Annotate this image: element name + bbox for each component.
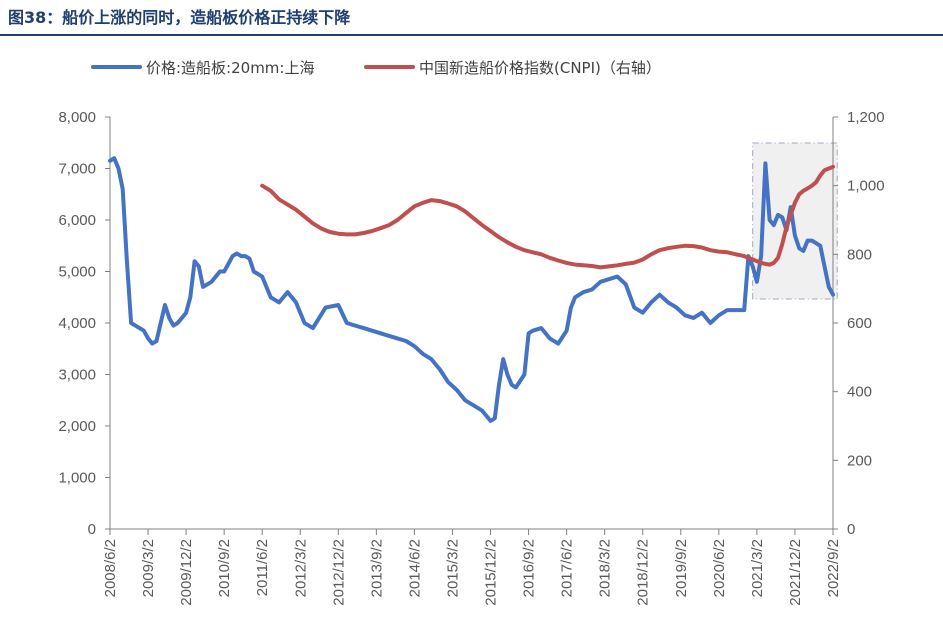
right-tick-label: 1,000 <box>847 178 885 195</box>
title-divider <box>0 34 943 36</box>
left-tick-label: 5,000 <box>58 264 96 281</box>
x-tick-label: 2010/9/2 <box>216 539 233 597</box>
x-tick-label: 2013/9/2 <box>368 539 385 597</box>
right-tick-label: 600 <box>847 315 872 332</box>
x-tick-label: 2021/12/2 <box>787 539 804 606</box>
left-tick-label: 4,000 <box>58 315 96 332</box>
left-tick-label: 7,000 <box>58 161 96 178</box>
series-line-cnpi <box>260 164 835 270</box>
left-tick-label: 0 <box>88 521 96 538</box>
x-tick-label: 2008/6/2 <box>102 539 119 597</box>
x-tick-label: 2012/12/2 <box>330 539 347 606</box>
legend-item-cnpi-label: 中国新造船价格指数(CNPI)（右轴） <box>419 59 661 77</box>
x-tick-label: 2019/9/2 <box>673 539 690 597</box>
x-tick-label: 2015/12/2 <box>483 539 500 606</box>
left-tick-label: 6,000 <box>58 212 96 229</box>
x-tick-label: 2022/9/2 <box>825 539 842 597</box>
x-tick-label: 2009/3/2 <box>140 539 157 597</box>
x-tick-label: 2014/6/2 <box>406 539 423 597</box>
right-tick-label: 0 <box>847 521 855 538</box>
legend-item-steel-plate-label: 价格:造船板:20mm:上海 <box>146 59 314 77</box>
legend: 价格:造船板:20mm:上海 中国新造船价格指数(CNPI)（右轴） <box>91 59 661 77</box>
x-tick-label: 2009/12/2 <box>178 539 195 606</box>
x-tick-label: 2018/3/2 <box>597 539 614 597</box>
x-tick-label: 2011/6/2 <box>254 539 271 596</box>
figure-title: 图38：船价上涨的同时，造船板价格正持续下降 <box>8 8 351 27</box>
right-tick-label: 800 <box>847 246 872 263</box>
x-tick-label: 2020/6/2 <box>711 539 728 597</box>
left-tick-label: 8,000 <box>58 109 96 126</box>
left-tick-label: 3,000 <box>58 367 96 384</box>
x-tick-label: 2015/3/2 <box>444 539 461 597</box>
axes-layer: 0 1,000 2,000 3,000 4,000 5,000 6,000 7,000 8,00… <box>58 109 884 606</box>
series-line-steel-plate <box>108 156 835 423</box>
right-tick-label: 1,200 <box>847 109 885 126</box>
x-tick-label: 2021/3/2 <box>749 539 766 597</box>
x-tick-label: 2017/6/2 <box>559 539 576 597</box>
left-tick-label: 1,000 <box>58 470 96 487</box>
right-tick-label: 400 <box>847 384 872 401</box>
right-tick-label: 200 <box>847 452 872 469</box>
x-tick-label: 2018/12/2 <box>635 539 652 606</box>
left-tick-label: 2,000 <box>58 418 96 435</box>
series-layer <box>108 156 835 423</box>
x-tick-label: 2012/3/2 <box>292 539 309 597</box>
x-tick-label: 2016/9/2 <box>521 539 538 597</box>
